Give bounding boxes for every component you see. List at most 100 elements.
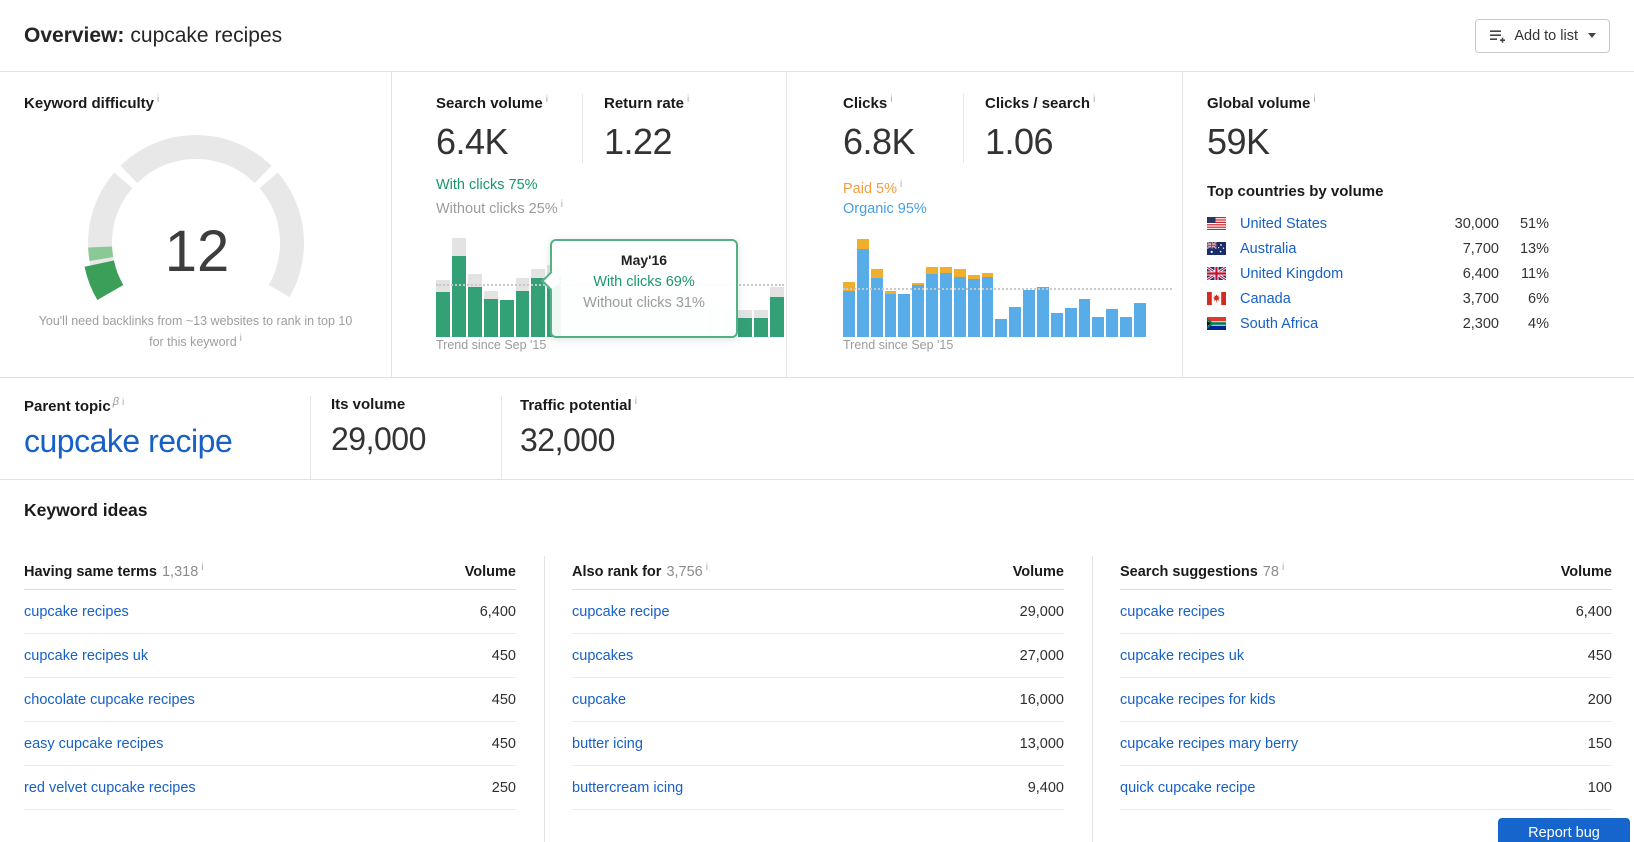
keyword-difficulty-value: 12 [164,219,229,284]
us-flag-icon [1207,217,1226,230]
country-row: United Kingdom 6,400 11% [1207,261,1549,286]
south-africa-flag-icon [1207,317,1226,330]
keyword-volume: 450 [491,691,516,708]
info-icon[interactable]: i [705,562,708,574]
add-to-list-button[interactable]: Add to list [1475,18,1610,53]
page-header: Overview: cupcake recipes Add to list [0,0,1634,72]
keyword-link[interactable]: cupcake recipe [572,603,670,620]
return-rate-label: Return rate i [604,94,690,112]
info-icon[interactable]: i [1313,94,1316,105]
volume-column-header: Volume [464,564,516,580]
keyword-link[interactable]: buttercream icing [572,779,684,796]
keyword-row: cupcake recipes uk 450 [1120,634,1612,678]
search-suggestions-table: Search suggestions 78 i Volume cupcake rec… [1092,548,1612,842]
country-link[interactable]: United Kingdom [1240,265,1344,282]
trend-caption: Trend since Sep '15 [436,338,547,352]
keyword-row: cupcake recipes uk 450 [24,634,516,678]
keyword-link[interactable]: cupcake recipes uk [1120,647,1245,664]
info-icon[interactable]: i [900,179,903,190]
gauge-green-sliver [87,246,113,262]
tooltip-without-clicks: Without clicks 31% [583,295,705,311]
country-volume: 3,700 [1462,290,1499,307]
chart-tooltip: May'16 With clicks 69% Without clicks 31… [550,239,738,338]
top-countries-label: Top countries by volume [1207,183,1384,200]
info-icon[interactable]: i [545,94,548,105]
page-title: Overview: cupcake recipes [24,24,282,48]
keyword-row: red velvet cupcake recipes 250 [24,766,516,810]
keyword-volume: 16,000 [1019,691,1064,708]
keyword-link[interactable]: red velvet cupcake recipes [24,779,196,796]
info-icon[interactable]: i [201,562,204,574]
chevron-down-icon [1588,33,1596,38]
table-header: Search suggestions 78 i Volume [1120,548,1612,590]
canada-flag-icon [1207,292,1226,305]
list-plus-icon [1490,29,1506,43]
keyword-volume: 27,000 [1019,647,1064,664]
table-header: Having same terms 1,318 i Volume [24,548,516,590]
table-name: Also rank for [572,564,662,580]
tooltip-with-clicks: With clicks 69% [593,274,695,290]
keyword-link[interactable]: chocolate cupcake recipes [24,691,195,708]
keyword-link[interactable]: quick cupcake recipe [1120,779,1256,796]
trend-caption: Trend since Sep '15 [843,338,954,352]
keyword-volume: 200 [1587,691,1612,708]
keyword-volume: 450 [491,647,516,664]
uk-flag-icon [1207,267,1226,280]
traffic-potential-label: Traffic potential i [520,396,637,414]
info-icon[interactable]: i [239,332,242,344]
parent-topic-row: Parent topic β i cupcake recipe Its volume… [0,379,1634,480]
info-icon[interactable]: i [1281,562,1285,574]
report-bug-button[interactable]: Report bug [1498,818,1630,842]
search-volume-card: Search volume i 6.4K Return rate i 1.22 Wi… [392,72,787,377]
also-rank-for-table: Also rank for 3,756 i Volume cupcake recip… [544,548,1064,842]
info-icon[interactable]: i [560,199,563,210]
keyword-row: chocolate cupcake recipes 450 [24,678,516,722]
keyword-row: quick cupcake recipe 100 [1120,766,1612,810]
keyword-link[interactable]: cupcake recipes for kids [1120,691,1276,708]
keyword-link[interactable]: cupcake recipes uk [24,647,149,664]
australia-flag-icon [1207,242,1226,255]
keyword-difficulty-card: Keyword difficulty i 12 You'll need backl… [0,72,392,377]
keyword-difficulty-gauge: 12 [84,135,304,300]
parent-topic-link[interactable]: cupcake recipe [24,423,233,459]
info-icon[interactable]: i [1093,94,1096,105]
search-volume-label: Search volume i [436,94,548,112]
info-icon[interactable]: i [634,396,637,407]
its-volume-value: 29,000 [331,421,426,457]
country-volume: 2,300 [1462,315,1499,332]
country-link[interactable]: United States [1240,215,1328,232]
info-icon[interactable]: i [157,94,160,105]
keyword-link[interactable]: cupcake recipes mary berry [1120,735,1299,752]
country-link[interactable]: Australia [1240,240,1297,257]
keyword-link[interactable]: cupcake [572,691,627,708]
clicks-label: Clicks i [843,94,893,112]
keyword-link[interactable]: cupcake recipes [1120,603,1225,620]
keyword-volume: 450 [491,735,516,752]
keyword-link[interactable]: butter icing [572,735,643,752]
country-link[interactable]: South Africa [1240,315,1319,332]
keyword-ideas-tables: Having same terms 1,318 i Volume cupcake r… [24,548,1612,842]
country-volume: 6,400 [1462,265,1499,282]
clicks-trend-chart[interactable] [843,225,1172,337]
info-icon[interactable]: i [890,94,893,105]
keyword-row: cupcake recipes for kids 200 [1120,678,1612,722]
search-volume-value: 6.4K [436,121,509,162]
country-share: 11% [1521,265,1549,282]
keyword-link[interactable]: cupcake recipes [24,603,129,620]
country-link[interactable]: Canada [1240,290,1291,307]
table-count: 78 [1262,564,1279,580]
country-share: 4% [1528,315,1549,332]
info-icon[interactable]: i [121,397,125,408]
keyword-row: easy cupcake recipes 450 [24,722,516,766]
its-volume-label: Its volume [331,396,406,413]
global-volume-label: Global volume i [1207,94,1316,112]
keyword-volume: 9,400 [1027,779,1064,796]
table-count: 3,756 [666,564,703,580]
page-title-keyword: cupcake recipes [130,23,283,47]
keyword-difficulty-caption: You'll need backlinks from ~13 websites … [38,314,353,349]
info-icon[interactable]: i [687,94,690,105]
keyword-link[interactable]: cupcakes [572,647,634,664]
organic-clicks-stat: Organic 95% [843,200,927,217]
keyword-link[interactable]: easy cupcake recipes [24,735,164,752]
